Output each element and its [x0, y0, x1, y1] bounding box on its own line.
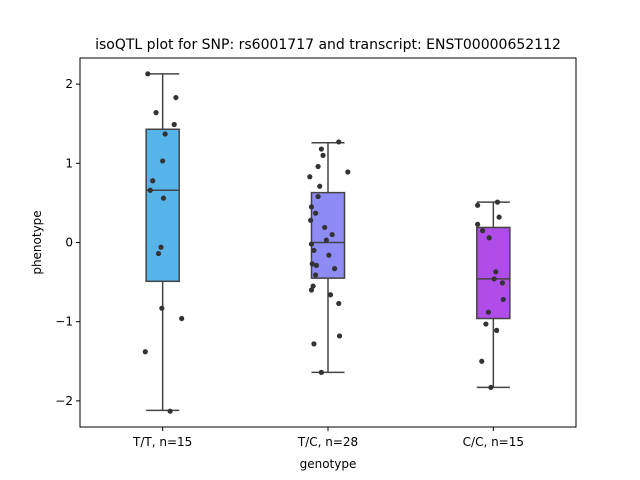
- data-point: [155, 250, 162, 257]
- box-iqr: [476, 226, 511, 320]
- data-point: [311, 341, 317, 347]
- data-point: [493, 269, 499, 275]
- data-point: [308, 287, 315, 293]
- data-point: [315, 163, 321, 170]
- y-axis-label: phenotype: [30, 210, 44, 274]
- data-point: [150, 178, 156, 184]
- data-point: [332, 266, 338, 272]
- x-axis-label: genotype: [300, 457, 357, 471]
- chart-title: isoQTL plot for SNP: rs6001717 and trans…: [95, 37, 561, 53]
- data-point: [309, 261, 315, 267]
- data-point: [311, 247, 317, 254]
- data-point: [308, 204, 315, 210]
- data-point: [167, 408, 173, 414]
- x-tick-label: T/T, n=15: [132, 435, 192, 449]
- data-point: [485, 309, 491, 315]
- data-point: [322, 224, 328, 231]
- data-point: [336, 139, 342, 145]
- data-point: [313, 262, 320, 269]
- data-point: [153, 110, 159, 116]
- data-point: [160, 195, 167, 201]
- data-point: [145, 71, 151, 77]
- data-point: [159, 305, 165, 311]
- data-point: [320, 152, 326, 158]
- data-point: [323, 237, 329, 243]
- data-point: [147, 187, 153, 193]
- data-point: [315, 193, 321, 200]
- y-tick-label: −1: [55, 315, 73, 329]
- data-point: [486, 235, 492, 241]
- y-tick-label: 2: [65, 77, 73, 91]
- y-tick-label: 0: [65, 236, 73, 250]
- data-point: [317, 183, 323, 189]
- x-tick-label: C/C, n=15: [463, 435, 524, 449]
- data-point: [307, 174, 313, 180]
- data-point: [499, 280, 506, 286]
- data-point: [491, 276, 497, 282]
- data-point: [500, 296, 506, 303]
- data-point: [336, 333, 343, 339]
- data-point: [313, 272, 319, 278]
- data-point: [494, 327, 500, 333]
- data-point: [308, 217, 314, 223]
- data-point: [336, 300, 342, 307]
- data-point: [494, 199, 501, 205]
- y-tick-label: 1: [65, 156, 73, 170]
- data-point: [310, 283, 316, 289]
- data-point: [496, 214, 502, 220]
- data-point: [173, 94, 179, 101]
- data-point: [171, 121, 177, 128]
- data-point: [475, 202, 481, 208]
- data-point: [318, 369, 324, 375]
- data-point: [179, 315, 185, 322]
- data-point: [479, 228, 486, 234]
- x-tick-label: T/C, n=28: [297, 435, 358, 449]
- axes-frame: [79, 57, 577, 428]
- data-point: [475, 221, 481, 227]
- plot-area: −2 −1 0 1 2 T/T, n=15 T/C, n=28 C/C, n=15: [55, 71, 524, 449]
- data-point: [479, 358, 485, 364]
- data-point: [329, 231, 335, 238]
- data-point: [488, 384, 494, 391]
- data-point: [160, 158, 166, 164]
- data-point: [158, 244, 164, 250]
- data-point: [327, 292, 334, 298]
- data-point: [318, 146, 324, 152]
- data-point: [483, 321, 489, 327]
- data-point: [313, 210, 319, 216]
- data-point: [326, 252, 332, 258]
- data-point: [162, 131, 168, 137]
- data-point: [345, 169, 351, 175]
- y-tick-label: −2: [55, 394, 73, 408]
- box-iqr: [145, 128, 180, 283]
- data-point: [142, 349, 148, 355]
- data-point: [308, 241, 315, 247]
